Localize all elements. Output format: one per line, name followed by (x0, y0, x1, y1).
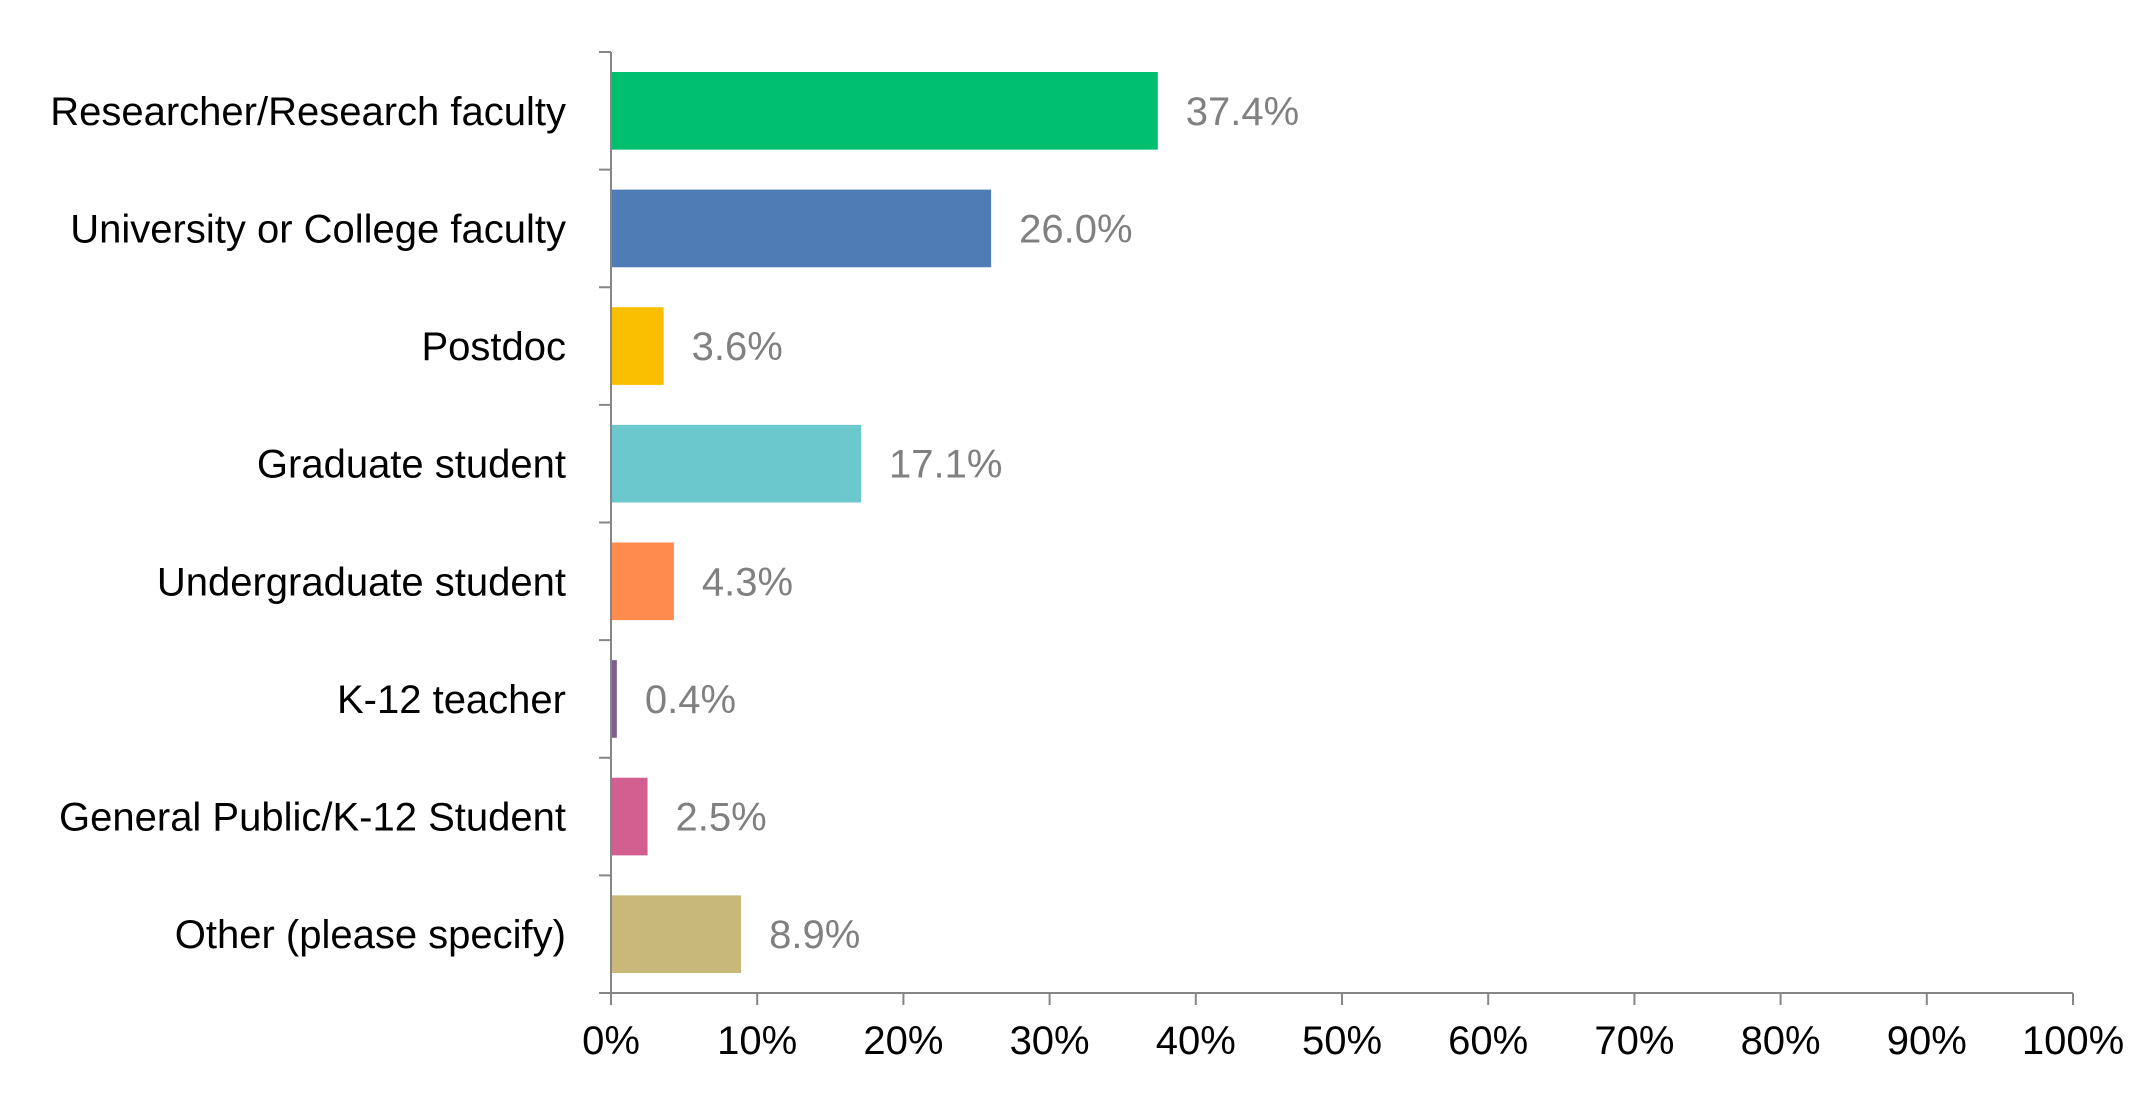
x-tick-label: 60% (1448, 1019, 1528, 1063)
bar-value-label: 2.5% (676, 796, 767, 840)
bar-value-label: 0.4% (645, 678, 736, 722)
bar-value-label: 17.1% (889, 443, 1002, 487)
category-label: General Public/K-12 Student (59, 796, 566, 840)
x-tick-label: 100% (2022, 1019, 2124, 1063)
bar (611, 189, 992, 268)
category-label: Researcher/Research faculty (50, 90, 566, 134)
x-tick-label: 0% (582, 1019, 640, 1063)
bar-value-label: 37.4% (1186, 90, 1299, 134)
category-label: K-12 teacher (337, 678, 566, 722)
bar (611, 71, 1158, 150)
category-label: Postdoc (421, 325, 566, 369)
bar (611, 542, 674, 621)
x-tick-label: 40% (1156, 1019, 1236, 1063)
bar (611, 895, 742, 974)
category-label: Other (please specify) (175, 913, 566, 957)
bar (611, 660, 617, 738)
bar (611, 777, 648, 856)
x-tick-label: 90% (1887, 1019, 1967, 1063)
bar-value-label: 8.9% (769, 913, 860, 957)
x-tick-label: 70% (1594, 1019, 1674, 1063)
bar-value-label: 26.0% (1019, 207, 1132, 251)
category-label: Graduate student (257, 443, 566, 487)
bar-value-label: 3.6% (692, 325, 783, 369)
bar (611, 424, 862, 503)
category-label: University or College faculty (70, 207, 566, 251)
x-tick-label: 10% (717, 1019, 797, 1063)
labels-layer: 37.4% Researcher/Research faculty 26.0% Uni… (50, 90, 2124, 1063)
bars-layer (611, 71, 1158, 974)
x-tick-label: 80% (1741, 1019, 1821, 1063)
x-tick-label: 50% (1302, 1019, 1382, 1063)
x-tick-label: 20% (863, 1019, 943, 1063)
x-tick-label: 30% (1010, 1019, 1090, 1063)
bar-value-label: 4.3% (702, 560, 793, 604)
category-label: Undergraduate student (157, 560, 566, 604)
ticks-layer (599, 51, 2074, 1005)
bar (611, 307, 664, 385)
